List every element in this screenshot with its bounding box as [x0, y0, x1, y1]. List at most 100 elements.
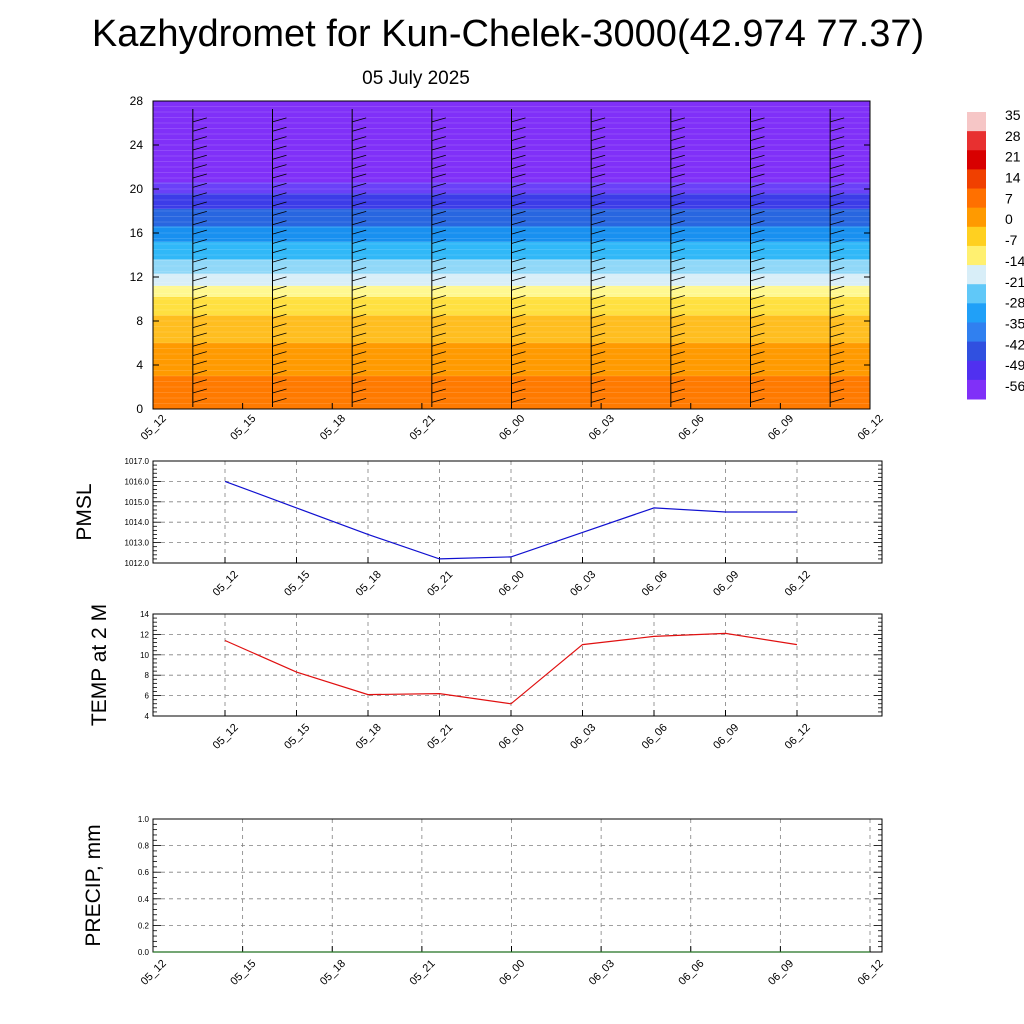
wind-barb	[431, 323, 446, 328]
colorbar-label: -42	[1005, 336, 1024, 352]
wind-barb	[591, 229, 606, 235]
wind-barb	[591, 388, 606, 394]
colorbar-swatch	[967, 169, 986, 190]
wind-barb	[670, 248, 685, 254]
wind-barb	[272, 341, 287, 347]
wind-barb	[750, 360, 765, 366]
wind-barb	[670, 360, 685, 366]
wind-barb	[352, 248, 367, 254]
wind-barb	[352, 192, 367, 198]
wind-barb	[830, 136, 845, 141]
wind-barb	[431, 201, 446, 207]
y-tick-label: 1014.0	[125, 518, 150, 527]
wind-barb	[192, 248, 207, 254]
wind-barb	[192, 267, 207, 272]
wind-barb	[670, 220, 685, 226]
wind-barb	[192, 351, 207, 357]
wind-barb	[830, 388, 845, 394]
wind-barb	[830, 145, 845, 151]
wind-barb	[830, 164, 845, 170]
wind-barb	[192, 285, 207, 291]
wind-barb	[830, 192, 845, 198]
wind-barb	[830, 313, 845, 319]
wind-barb	[750, 182, 765, 188]
wind-barb	[192, 211, 207, 216]
x-tick-label: 06_00	[497, 413, 527, 443]
wind-barb	[670, 201, 685, 207]
wind-barb	[272, 285, 287, 291]
wind-barb	[750, 332, 765, 338]
wind-barb	[431, 313, 446, 319]
y-tick-label: 0.4	[138, 895, 150, 904]
wind-barb	[670, 229, 685, 235]
wind-barb	[431, 379, 446, 385]
colorbar-label: -28	[1005, 295, 1024, 311]
colorbar-swatch	[967, 341, 986, 362]
wind-barb	[511, 136, 526, 141]
y-tick-label: 1013.0	[125, 539, 150, 548]
wind-barb	[591, 154, 606, 160]
y-tick-label: 0.6	[138, 868, 150, 877]
wind-barb	[352, 398, 367, 403]
wind-barb	[511, 332, 526, 338]
colorbar-label: -14	[1005, 253, 1024, 269]
wind-barb	[352, 145, 367, 151]
wind-barb	[511, 351, 526, 357]
cross-section-panel: 0 4 8 12 16 20 24 28 05_12 05_15 05_18 05_21 06_00 06…	[130, 94, 886, 443]
wind-barb	[591, 117, 606, 123]
y-tick-label: 0.8	[138, 842, 150, 851]
x-tick-label: 06_12	[856, 958, 886, 988]
wind-barb	[830, 154, 845, 160]
wind-barb	[511, 369, 526, 375]
x-tick-label: 05_12	[211, 569, 241, 599]
wind-barb	[511, 145, 526, 151]
wind-barb	[352, 332, 367, 338]
wind-barb	[272, 295, 287, 300]
wind-barb	[511, 164, 526, 170]
y-axis-label: PRECIP, mm	[82, 824, 105, 946]
wind-barb	[830, 201, 845, 207]
wind-barb	[750, 201, 765, 207]
colorbar-swatch	[967, 245, 986, 266]
wind-barb	[591, 220, 606, 226]
wind-barb	[352, 173, 367, 179]
y-tick-label: 12	[140, 630, 149, 639]
x-tick-label: 05_15	[228, 413, 258, 443]
wind-barb	[352, 136, 367, 141]
wind-barb	[670, 154, 685, 160]
wind-barb	[670, 117, 685, 123]
wind-barb	[830, 239, 845, 244]
wind-barb	[431, 267, 446, 272]
wind-barb	[670, 341, 685, 347]
wind-barb	[272, 136, 287, 141]
wind-barb	[272, 164, 287, 170]
wind-barb	[750, 239, 765, 244]
x-tick-label: 05_15	[228, 958, 258, 988]
x-tick-label: 06_06	[640, 722, 670, 752]
wind-barb	[352, 379, 367, 385]
wind-barb	[670, 211, 685, 216]
wind-barb	[830, 360, 845, 366]
temperature-colorbar: 35 28 21 14 7 0 -7 -14 -21 -28 -35 -42 -49 -56	[967, 107, 1024, 400]
wind-barb	[192, 239, 207, 244]
wind-barb	[192, 304, 207, 310]
wind-barb	[750, 267, 765, 272]
y-tick-label: 10	[140, 651, 149, 660]
wind-barb	[750, 164, 765, 170]
wind-barb	[670, 192, 685, 198]
wind-barb	[750, 388, 765, 394]
colorbar-swatch	[967, 360, 986, 381]
wind-barb	[591, 304, 606, 310]
colorbar-swatch	[967, 303, 986, 323]
wind-barb	[670, 398, 685, 403]
wind-barb	[431, 398, 446, 403]
wind-barb	[670, 164, 685, 170]
wind-barb	[830, 295, 845, 300]
wind-barb	[750, 276, 765, 282]
wind-barb	[192, 332, 207, 338]
colorbar-label: -56	[1005, 378, 1024, 394]
y-tick-label: 4	[136, 358, 143, 372]
x-tick-label: 06_12	[783, 722, 813, 752]
wind-barb	[431, 341, 446, 347]
wind-barb	[670, 295, 685, 300]
